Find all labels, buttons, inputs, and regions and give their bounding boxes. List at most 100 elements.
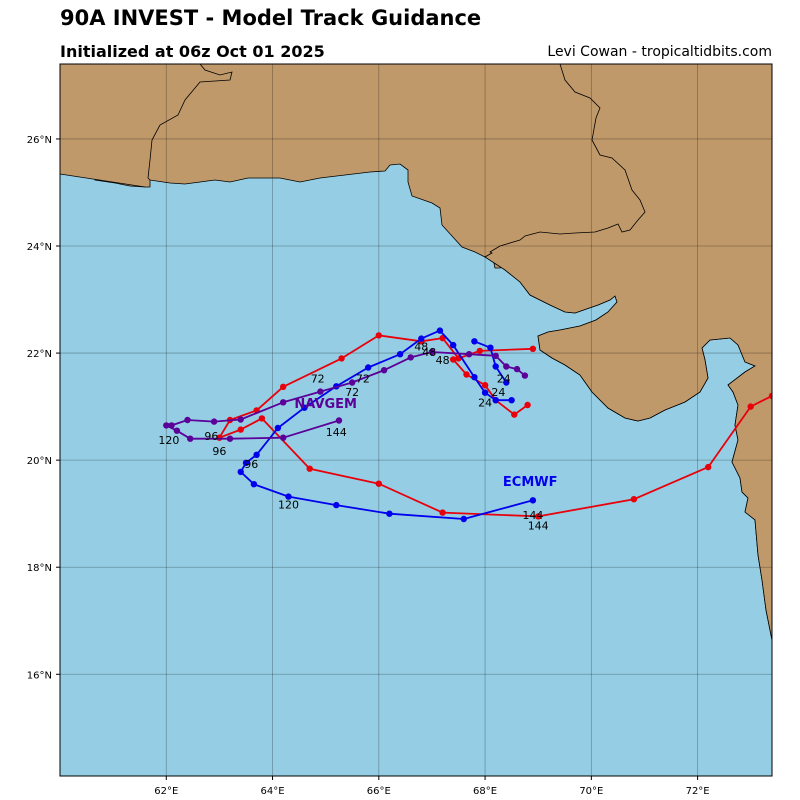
forecast-hour-label: 24 — [491, 386, 505, 399]
track-point — [487, 344, 494, 351]
track-point — [630, 496, 638, 503]
source-credit: Levi Cowan - tropicaltidbits.com — [547, 44, 772, 60]
track-point — [365, 364, 372, 371]
track-point — [418, 335, 425, 342]
forecast-hour-labels: 24 48 72 96 120 144 24 48 72 96 120 144 72 96 144 24 48 E… — [158, 340, 557, 532]
lat-tick-label: 18°N — [27, 563, 52, 574]
forecast-hour-label: 96 — [244, 458, 258, 471]
track-point — [333, 501, 340, 509]
lon-tick-label: 72°E — [686, 786, 710, 797]
track-point — [396, 351, 404, 358]
axis-ticks: 62°E 64°E 66°E 68°E 70°E 72°E 16°N 18°N 20°N 22°N… — [27, 135, 710, 797]
track-point — [250, 481, 258, 488]
track-point — [375, 480, 382, 487]
track-point — [317, 388, 324, 395]
track-point — [338, 355, 345, 362]
track-point — [280, 434, 287, 441]
track-point — [450, 341, 457, 349]
model-name-label: ECMWF — [503, 475, 558, 490]
lon-tick-label: 64°E — [261, 786, 285, 797]
track-point — [237, 426, 244, 433]
track-point — [463, 371, 470, 378]
track-point — [163, 422, 170, 429]
track-point — [508, 397, 515, 404]
track-point — [285, 493, 292, 500]
track-point — [280, 383, 287, 390]
model-tracks — [163, 327, 772, 523]
track-point — [428, 348, 436, 356]
track-point — [492, 352, 499, 359]
track-point — [521, 372, 529, 379]
track-point — [375, 332, 382, 339]
track-point — [529, 345, 537, 352]
track-point — [187, 435, 194, 442]
track-point — [301, 404, 308, 411]
track-point — [492, 363, 499, 370]
track-point — [492, 397, 499, 404]
forecast-hour-label: 24 — [478, 397, 492, 410]
coast-detail-east — [484, 64, 772, 641]
lon-tick-label: 62°E — [154, 786, 178, 797]
track-point — [280, 399, 287, 406]
track-point — [306, 465, 313, 472]
track-point — [705, 463, 712, 471]
lat-tick-label: 24°N — [27, 242, 52, 253]
init-time-subtitle: Initialized at 06z Oct 01 2025 — [60, 42, 325, 61]
track-point — [465, 351, 473, 358]
track-point — [476, 347, 483, 355]
forecast-hour-label: 96 — [212, 445, 226, 458]
track-point — [503, 379, 510, 386]
track-point — [173, 427, 181, 434]
forecast-hour-label: 48 — [422, 346, 436, 359]
chart-title: 90A INVEST - Model Track Guidance — [60, 6, 482, 30]
lat-tick-label: 26°N — [27, 135, 52, 146]
model-name-label: NAVGEM — [294, 397, 357, 412]
track-point — [436, 327, 444, 334]
track-point — [747, 403, 754, 410]
forecast-hour-label: 72 — [356, 373, 370, 386]
forecast-hour-label: 120 — [278, 498, 299, 511]
track-point — [768, 392, 772, 400]
track-point — [513, 365, 521, 373]
lon-tick-label: 70°E — [579, 786, 603, 797]
track-point — [524, 401, 531, 409]
track-point — [481, 389, 489, 396]
track-point — [511, 411, 518, 418]
track-point — [529, 497, 537, 504]
forecast-hour-label: 144 — [528, 520, 549, 533]
plot-border — [59, 63, 773, 777]
lon-tick-label: 68°E — [473, 786, 497, 797]
track-point — [386, 510, 393, 517]
grid-lines — [60, 64, 772, 776]
lat-tick-label: 20°N — [27, 456, 52, 467]
track-point — [481, 382, 489, 389]
track-point — [258, 415, 266, 422]
track-point — [335, 417, 343, 424]
track-point — [237, 468, 244, 476]
forecast-hour-label: 144 — [326, 426, 347, 439]
track-point — [253, 451, 260, 458]
track-point — [450, 356, 457, 363]
forecast-hour-label: 120 — [158, 434, 179, 447]
forecast-hour-label: 48 — [436, 354, 450, 367]
track-point — [184, 416, 191, 424]
forecast-hour-label: 24 — [497, 373, 511, 386]
track-point — [274, 424, 282, 432]
forecast-hour-label: 96 — [204, 430, 218, 443]
track-point — [168, 422, 175, 429]
lon-tick-label: 66°E — [367, 786, 391, 797]
track-point — [407, 354, 414, 361]
track-point — [226, 435, 234, 442]
track-point — [471, 338, 478, 345]
forecast-hour-label: 48 — [414, 340, 428, 353]
forecast-hour-label: 144 — [522, 509, 543, 522]
track-point — [380, 367, 388, 374]
track-point — [242, 459, 250, 466]
track-point — [503, 363, 510, 370]
lat-tick-label: 16°N — [27, 670, 52, 681]
forecast-hour-label: 72 — [345, 386, 359, 399]
track-point — [210, 418, 218, 425]
track-point — [460, 515, 467, 523]
lat-tick-label: 22°N — [27, 349, 52, 360]
